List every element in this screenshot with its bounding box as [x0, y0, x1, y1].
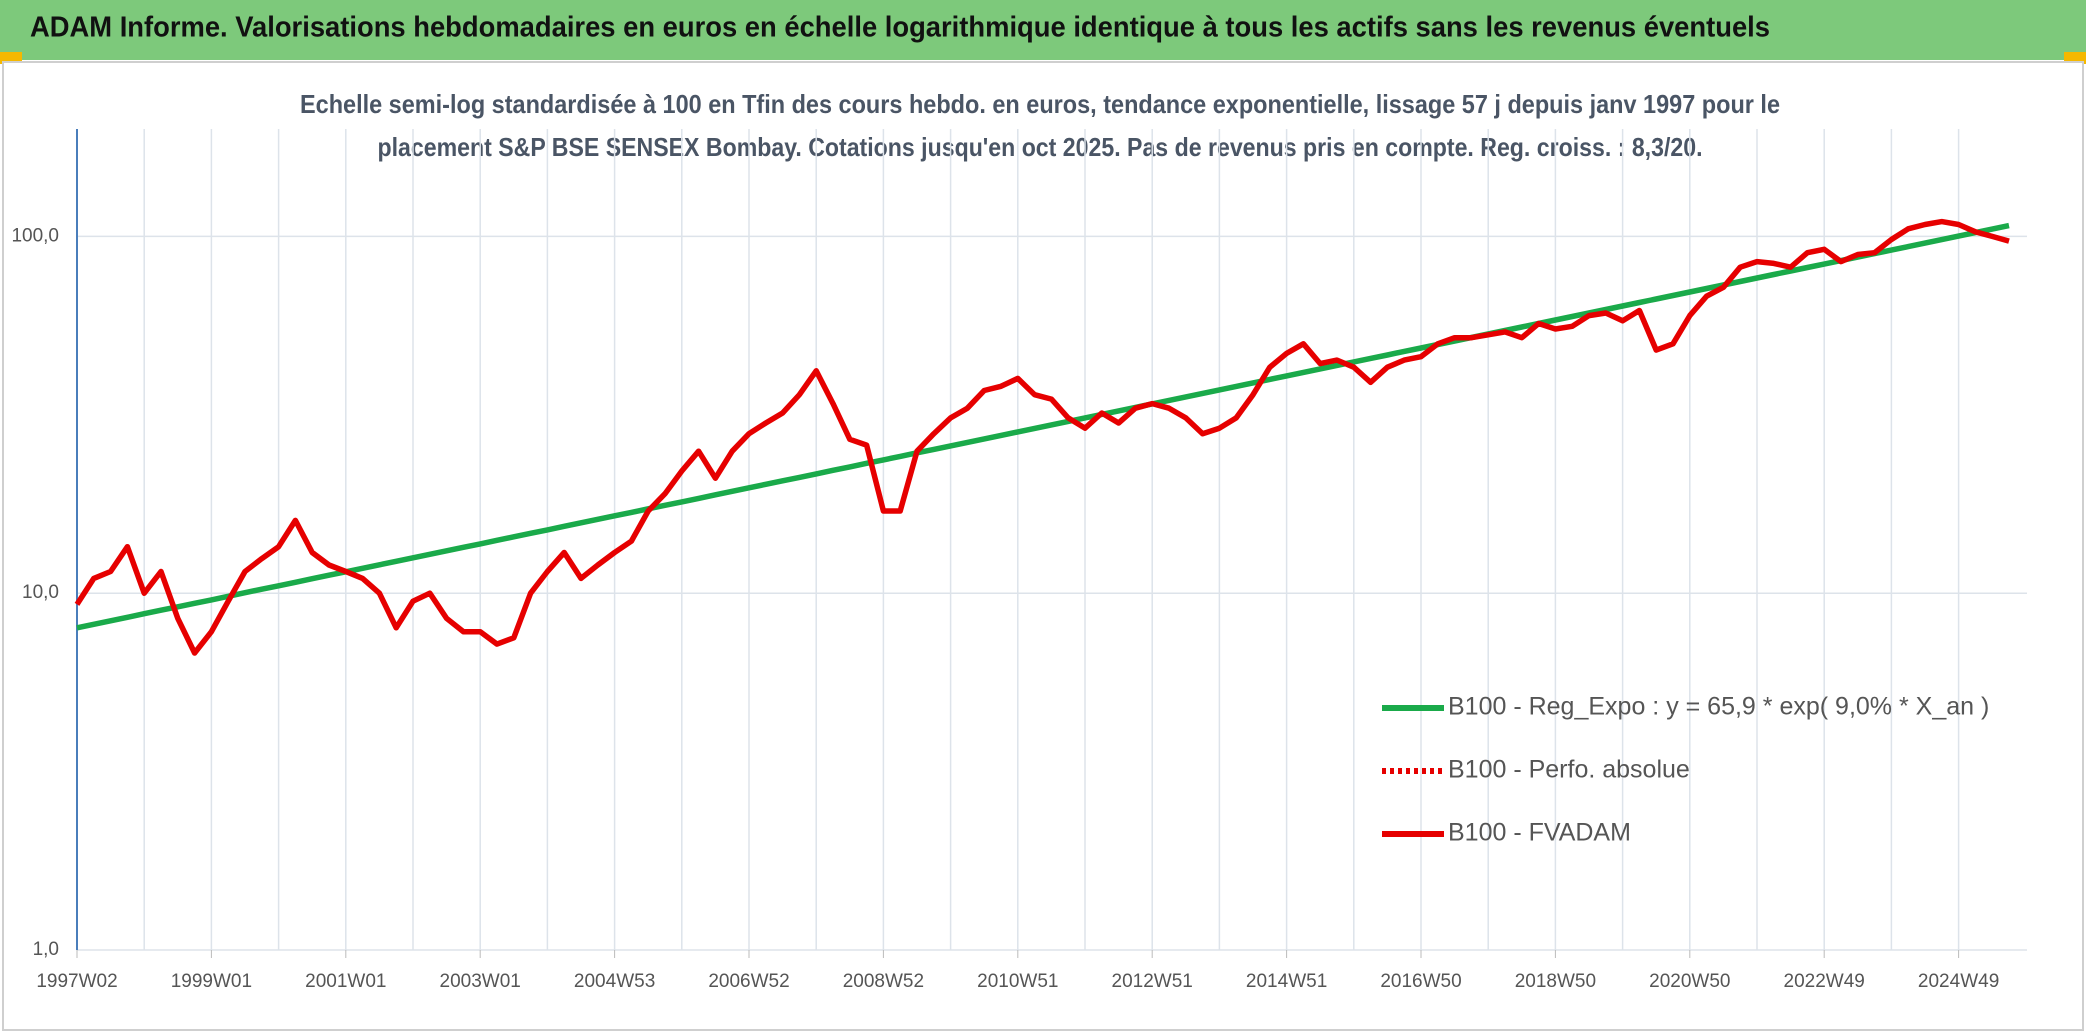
x-tick-label: 2014W51 — [1246, 971, 1327, 992]
series-line — [76, 222, 2010, 631]
x-tick-label: 2003W01 — [440, 971, 521, 992]
legend-label: B100 - Reg_Expo : y = 65,9 * exp( 9,0% *… — [1448, 693, 1989, 721]
x-tick-label: 2024W49 — [1918, 971, 1999, 992]
plot-frame — [2, 61, 2084, 1031]
y-tick-label: 10,0 — [22, 582, 59, 603]
y-tick-label: 1,0 — [33, 939, 59, 960]
x-tick-label: 2004W53 — [574, 971, 655, 992]
subtitle: placement S&P BSE SENSEX Bombay. Cotatio… — [378, 132, 1703, 162]
x-tick-label: 2001W01 — [305, 971, 386, 992]
x-tick-label: 2010W51 — [977, 971, 1058, 992]
x-tick-label: 2006W52 — [708, 971, 789, 992]
header-bar — [0, 0, 2086, 60]
legend-label: B100 - FVADAM — [1448, 819, 1631, 847]
chart-title: ADAM Informe. Valorisations hebdomadaire… — [30, 12, 1770, 44]
x-tick-label: 2012W51 — [1112, 971, 1193, 992]
x-tick-label: 2018W50 — [1515, 971, 1596, 992]
y-tick-label: 100,0 — [11, 225, 59, 246]
series-line — [74, 218, 2010, 656]
x-tick-label: 2016W50 — [1380, 971, 1461, 992]
subtitle: Echelle semi-log standardisée à 100 en T… — [300, 89, 1780, 119]
x-tick-label: 2008W52 — [843, 971, 924, 992]
x-tick-label: 2020W50 — [1649, 971, 1730, 992]
legend-label: B100 - Perfo. absolue — [1448, 756, 1690, 784]
x-tick-label: 2022W49 — [1784, 971, 1865, 992]
x-tick-label: 1997W02 — [36, 971, 117, 992]
x-tick-label: 1999W01 — [171, 971, 252, 992]
